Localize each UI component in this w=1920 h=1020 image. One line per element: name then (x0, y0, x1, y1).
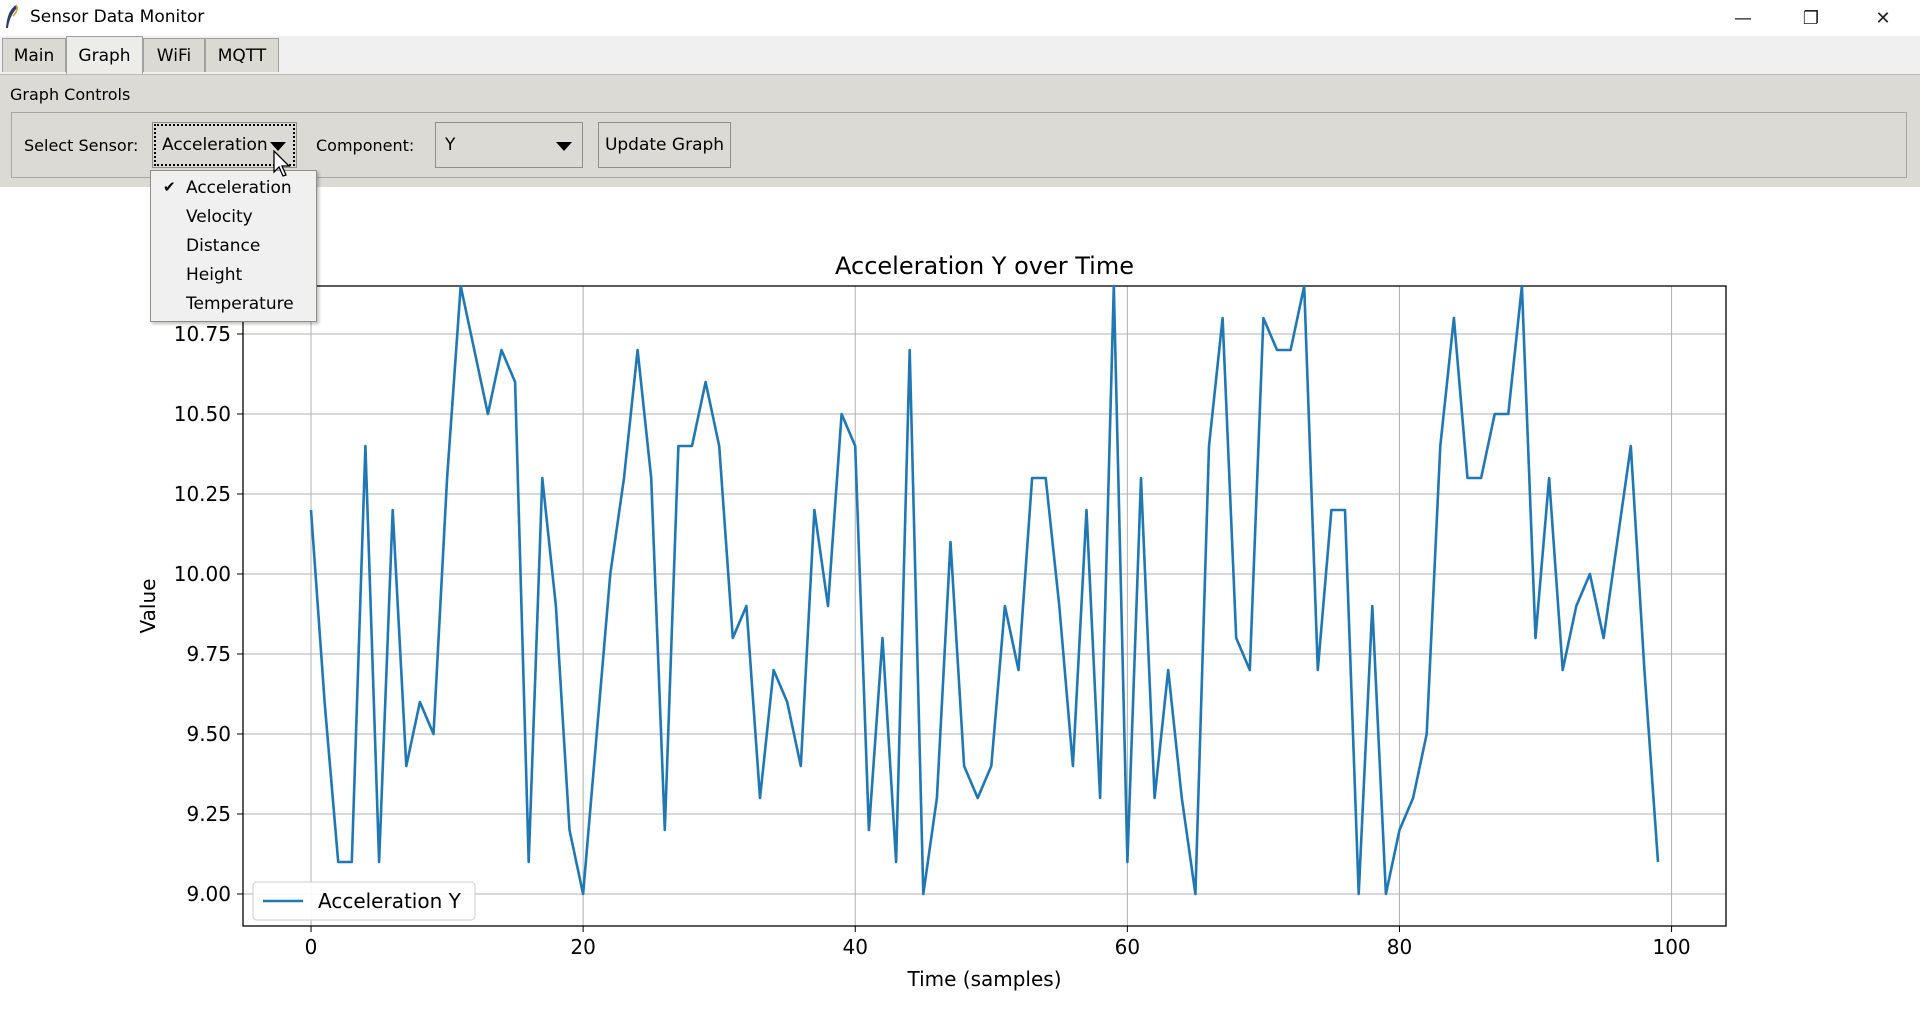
sensor-combobox[interactable]: Acceleration (152, 122, 297, 168)
y-tick-label: 9.00 (186, 882, 231, 906)
x-tick-label: 0 (305, 935, 318, 959)
tab-mqtt[interactable]: MQTT (205, 38, 279, 72)
check-icon: ✔ (163, 178, 176, 196)
y-tick-label: 9.75 (186, 642, 231, 666)
component-combobox[interactable]: Y (435, 122, 583, 168)
x-tick-label: 80 (1387, 935, 1412, 959)
dropdown-item-height[interactable]: Height (186, 265, 243, 285)
y-tick-label: 10.25 (174, 482, 231, 506)
minimize-button[interactable]: — (1734, 7, 1752, 29)
dropdown-item-acceleration[interactable]: Acceleration (186, 178, 292, 198)
series-line (309, 284, 1660, 896)
chevron-down-icon (556, 142, 572, 151)
plot-frame (242, 285, 1727, 927)
sensor-combobox-value: Acceleration (162, 135, 268, 155)
dropdown-item-temperature[interactable]: Temperature (186, 294, 294, 314)
legend-box (252, 881, 476, 921)
update-graph-button[interactable]: Update Graph (598, 122, 731, 168)
y-tick-label: 10.50 (174, 402, 231, 426)
notebook-tabs: Main Graph WiFi MQTT (0, 36, 1920, 74)
dropdown-item-distance[interactable]: Distance (186, 236, 261, 256)
sensor-dropdown-menu: ✔ Acceleration Velocity Distance Height … (150, 170, 317, 322)
component-label: Component: (316, 136, 415, 155)
tab-main[interactable]: Main (2, 38, 66, 72)
chart-title: Acceleration Y over Time (835, 252, 1134, 280)
window-title: Sensor Data Monitor (30, 7, 205, 27)
y-axis-label: Value (136, 579, 160, 634)
x-tick-label: 60 (1115, 935, 1140, 959)
graph-controls-frame (11, 112, 1907, 178)
close-button[interactable]: ✕ (1875, 7, 1891, 29)
graph-controls-title: Graph Controls (10, 85, 131, 104)
tab-wifi[interactable]: WiFi (143, 38, 205, 72)
x-tick-label: 100 (1652, 935, 1690, 959)
restore-button[interactable]: ❐ (1802, 7, 1820, 29)
chevron-down-icon (270, 142, 286, 151)
select-sensor-label: Select Sensor: (24, 136, 139, 155)
window-titlebar: Sensor Data Monitor — ❐ ✕ (0, 0, 1920, 36)
component-combobox-value: Y (445, 135, 456, 155)
tab-graph[interactable]: Graph (66, 36, 143, 74)
line-chart: 0 20 40 60 80 100 9.00 9.25 9.50 9.75 10.00 10.25 10… (136, 252, 1727, 991)
y-tick-label: 9.50 (186, 722, 231, 746)
y-tick-label: 9.25 (186, 802, 231, 826)
x-tick-label: 20 (570, 935, 595, 959)
feather-icon (6, 4, 18, 28)
x-axis-label: Time (samples) (906, 967, 1061, 991)
mouse-cursor-icon (273, 150, 291, 177)
y-tick-label: 10.75 (174, 322, 231, 346)
legend-label: Acceleration Y (318, 889, 462, 913)
x-tick-label: 40 (843, 935, 868, 959)
dropdown-item-velocity[interactable]: Velocity (186, 207, 253, 227)
y-tick-label: 10.00 (174, 562, 231, 586)
